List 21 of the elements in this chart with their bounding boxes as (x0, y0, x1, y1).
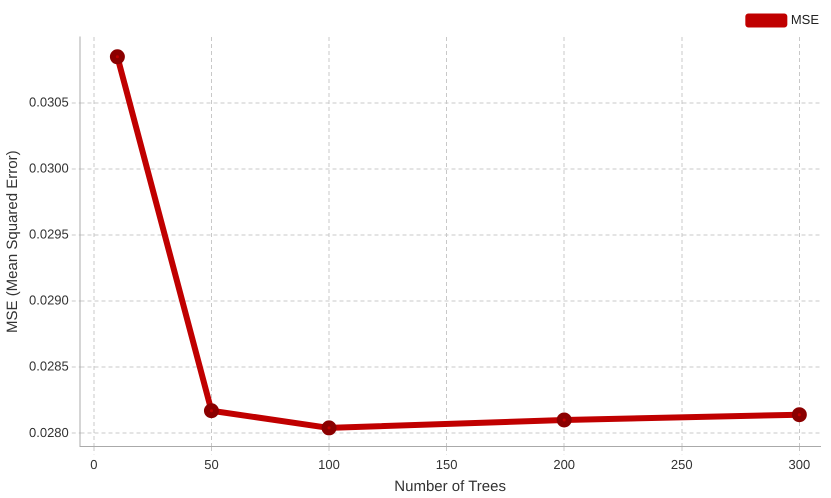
x-tick-label: 300 (788, 456, 810, 472)
x-tick-label: 200 (553, 456, 576, 472)
x-tick-label: 150 (436, 456, 458, 472)
point (556, 412, 572, 428)
x-axis-title: Number of Trees (394, 478, 506, 496)
y-tick-label: 0.0285 (28, 358, 69, 374)
point (792, 407, 807, 422)
point (110, 49, 125, 64)
y-tick-label: 0.0305 (28, 94, 69, 110)
point (204, 403, 219, 418)
y-tick-label: 0.0280 (28, 424, 69, 440)
y-axis-title: MSE (Mean Squared Error) (4, 150, 22, 333)
x-tick-label: 50 (204, 456, 219, 472)
x-tick-label: 250 (670, 456, 693, 472)
y-tick-label: 0.0295 (28, 226, 69, 242)
x-tick-label: 100 (318, 456, 340, 472)
y-tick-label: 0.0300 (28, 160, 69, 176)
y-tick-label: 0.0290 (28, 292, 69, 308)
x-tick-label: 0 (90, 456, 98, 472)
legend-label: MSE (790, 12, 820, 28)
point (322, 420, 337, 436)
